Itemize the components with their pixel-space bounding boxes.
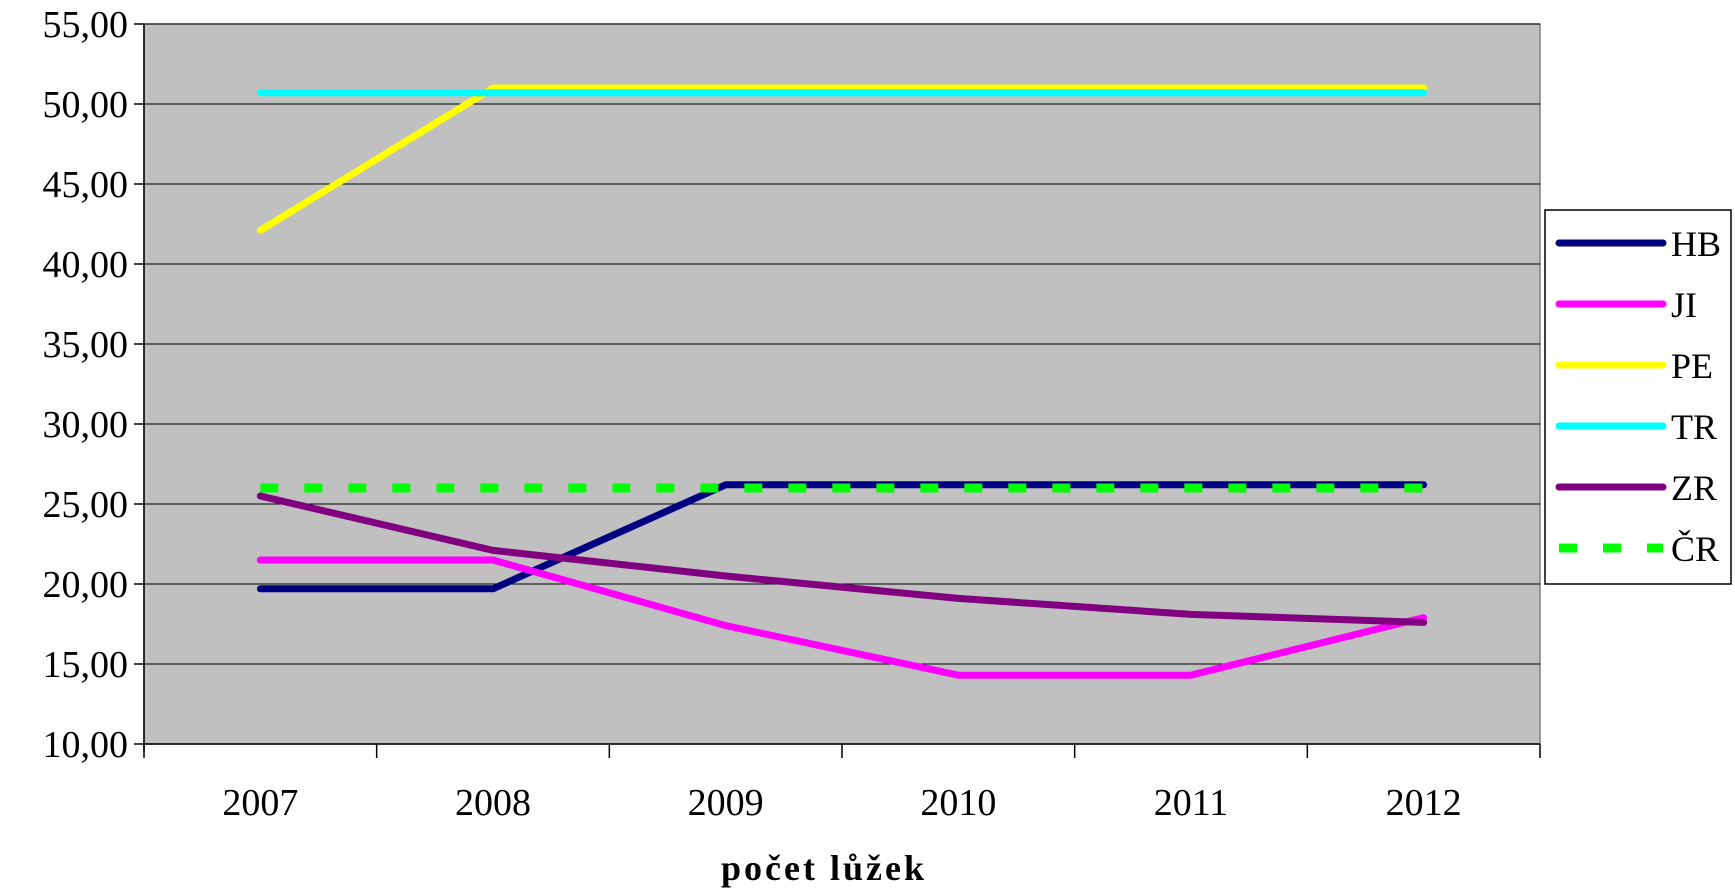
plot-area	[143, 23, 1541, 745]
y-tick-label: 15,00	[43, 644, 129, 686]
x-tick-label: 2008	[455, 782, 531, 824]
gridlines	[144, 23, 1540, 665]
y-tick-label: 10,00	[43, 724, 129, 766]
y-tick-label: 25,00	[43, 484, 129, 526]
x-tick-label: 2011	[1154, 782, 1229, 824]
y-tick-label: 45,00	[43, 164, 129, 206]
legend-label: ČR	[1671, 529, 1719, 569]
series-line-zr	[256, 492, 1428, 626]
legend-label: HB	[1671, 224, 1721, 264]
x-tick-label: 2009	[688, 782, 764, 824]
y-tick-label: 55,00	[43, 4, 129, 46]
legend-label: ZR	[1671, 468, 1717, 508]
x-axis-title: počet lůžek	[721, 848, 927, 888]
x-tick-label: 2012	[1386, 782, 1462, 824]
y-tick-label: 40,00	[43, 244, 129, 286]
y-tick-label: 35,00	[43, 324, 129, 366]
y-tick-label: 50,00	[43, 84, 129, 126]
series-line-ji	[256, 556, 1428, 679]
legend-label: TR	[1671, 407, 1717, 447]
x-axis-ticks: 2007 2008 2009 2010 2011 2012	[143, 744, 1541, 824]
x-tick-label: 2010	[920, 782, 996, 824]
legend-box	[1544, 209, 1732, 585]
series-line-pe	[256, 84, 1428, 234]
y-tick-label: 30,00	[43, 404, 129, 446]
legend-label: PE	[1671, 346, 1713, 386]
legend: HB JI PE TR ZR ČR	[1544, 209, 1732, 585]
y-tick-label: 20,00	[43, 564, 129, 606]
legend-label: JI	[1671, 285, 1697, 325]
series-lines	[256, 84, 1428, 679]
x-tick-label: 2007	[222, 782, 298, 824]
y-axis-ticks: 10,00 15,00 20,00 25,00 30,00 35,00 40,00 45,00…	[43, 4, 144, 766]
